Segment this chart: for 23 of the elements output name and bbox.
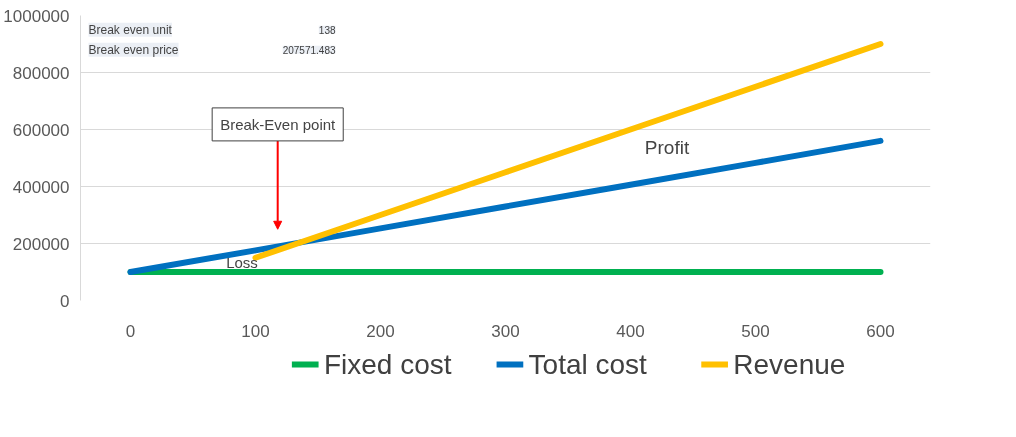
y-tick-label: 0	[60, 291, 70, 311]
x-tick-label: 100	[241, 321, 270, 341]
x-tick-label: 400	[616, 321, 645, 341]
y-tick-label: 400000	[12, 177, 70, 197]
y-tick-label: 200000	[12, 234, 70, 254]
x-tick-label: 200	[366, 321, 395, 341]
annotation: 207571.483	[282, 44, 336, 56]
x-tick-label: 600	[866, 321, 895, 341]
x-tick-label: 300	[491, 321, 520, 341]
annotation: Profit	[644, 137, 690, 158]
y-tick-label: 1000000	[3, 6, 70, 26]
legend-label: Total cost	[528, 349, 648, 380]
x-tick-label: 500	[741, 321, 770, 341]
x-tick-label: 0	[125, 321, 136, 341]
y-tick-label: 800000	[12, 63, 70, 83]
legend-label: Revenue	[733, 349, 846, 380]
annotation: 138	[318, 24, 336, 36]
y-tick-label: 600000	[12, 120, 70, 140]
annotation: Loss	[226, 253, 258, 271]
annotation: Break even unit	[88, 22, 173, 37]
annotation: Break even price	[88, 42, 179, 57]
annotation: Break-Even point	[220, 115, 337, 133]
legend-label: Fixed cost	[323, 349, 452, 380]
